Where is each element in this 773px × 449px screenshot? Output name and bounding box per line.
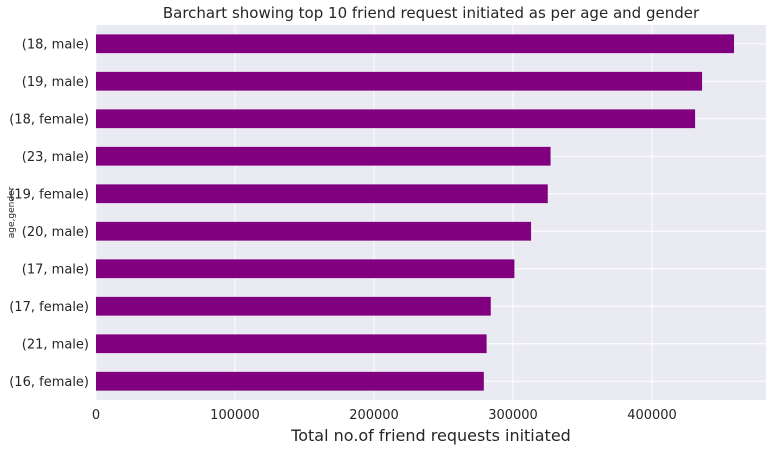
y-tick-label: (23, male)	[22, 150, 89, 165]
chart-title: Barchart showing top 10 friend request i…	[163, 4, 700, 22]
y-tick-labels: (18, male) (19, male) (18, female) (23, mal…	[9, 37, 89, 390]
y-tick-label: (19, female)	[9, 187, 89, 202]
bar	[96, 34, 735, 54]
x-tick-label: 400000	[627, 408, 677, 423]
y-axis-label: age,gender	[7, 186, 17, 238]
bar	[96, 296, 491, 316]
bar	[96, 371, 484, 391]
bar	[96, 221, 532, 241]
y-tick-label: (17, male)	[22, 262, 89, 277]
x-tick-label: 200000	[349, 408, 399, 423]
bar	[96, 71, 703, 91]
x-tick-label: 100000	[210, 408, 260, 423]
bars	[96, 34, 735, 391]
x-tick-label: 0	[92, 408, 100, 423]
y-tick-label: (16, female)	[9, 375, 89, 390]
y-tick-label: (21, male)	[22, 337, 89, 352]
bar	[96, 259, 515, 279]
bar	[96, 109, 696, 129]
y-tick-label: (18, male)	[22, 37, 89, 52]
y-tick-label: (18, female)	[9, 112, 89, 127]
x-tick-labels: 0 100000 200000 300000 400000	[92, 408, 677, 423]
x-tick-label: 300000	[488, 408, 538, 423]
bar	[96, 334, 487, 354]
bar	[96, 146, 551, 166]
y-tick-label: (17, female)	[9, 300, 89, 315]
x-axis-label: Total no.of friend requests initiated	[290, 426, 571, 445]
bar	[96, 184, 548, 204]
y-tick-label: (20, male)	[22, 225, 89, 240]
y-tick-label: (19, male)	[22, 75, 89, 90]
